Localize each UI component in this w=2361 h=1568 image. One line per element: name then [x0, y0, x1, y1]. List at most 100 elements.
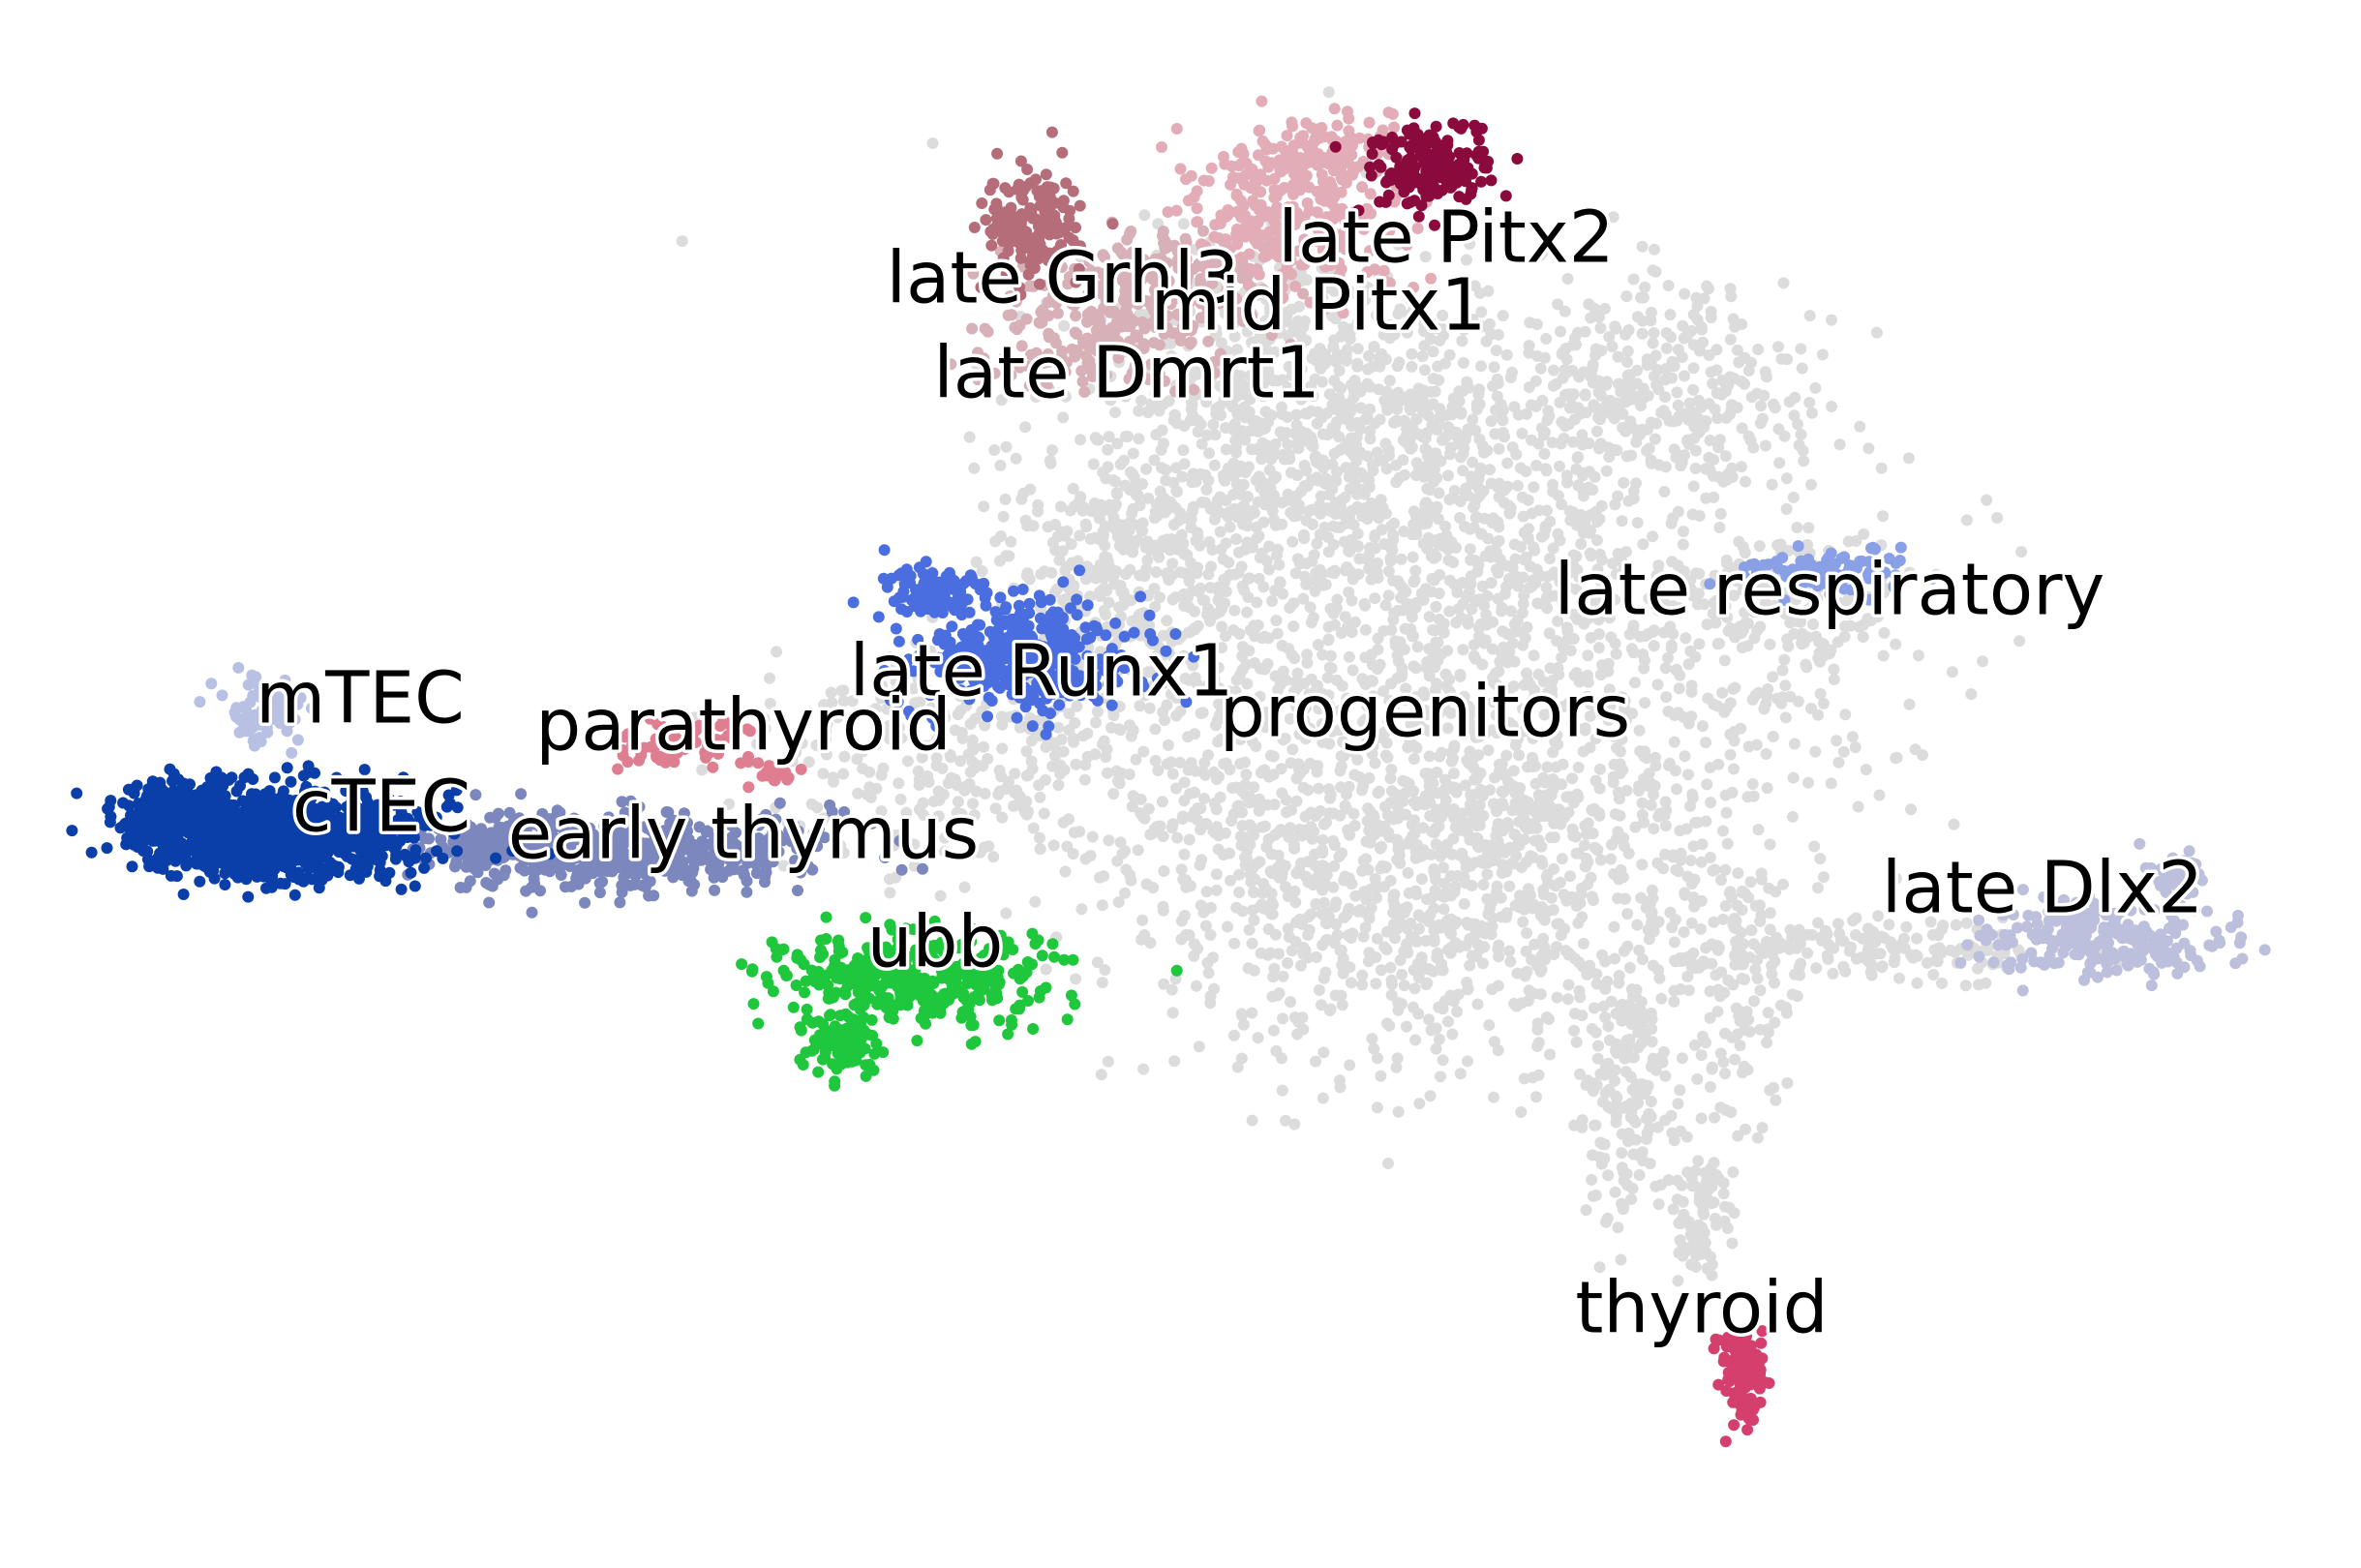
scatter-point [1506, 366, 1518, 378]
scatter-point [1576, 882, 1588, 894]
scatter-point [1678, 526, 1689, 537]
scatter-point [1696, 1221, 1709, 1234]
scatter-point [1345, 432, 1357, 444]
scatter-point [1233, 887, 1246, 898]
scatter-point [1428, 932, 1440, 945]
scatter-point [1428, 902, 1440, 915]
scatter-point [926, 137, 939, 149]
scatter-point [1517, 571, 1529, 584]
scatter-point [1695, 1248, 1708, 1260]
scatter-point [1208, 513, 1221, 526]
scatter-point [1679, 370, 1690, 382]
scatter-point [1052, 779, 1065, 792]
scatter-point [1636, 808, 1649, 821]
scatter-point [1181, 591, 1194, 604]
scatter-point [1388, 416, 1400, 429]
scatter-point [1443, 348, 1456, 361]
scatter-point [1451, 869, 1464, 882]
scatter-point [1298, 713, 1311, 726]
scatter-point [1441, 645, 1454, 657]
scatter-point [1780, 472, 1793, 485]
scatter-point [1668, 995, 1680, 1008]
scatter-point [1517, 510, 1529, 523]
scatter-point [1660, 691, 1673, 704]
scatter-point [1351, 528, 1364, 540]
scatter-point [913, 779, 925, 791]
scatter-point [1645, 1007, 1657, 1019]
scatter-point [1198, 757, 1211, 769]
scatter-point [1464, 933, 1476, 945]
scatter-point [1277, 1012, 1289, 1025]
scatter-point [1728, 763, 1740, 775]
scatter-point [1264, 482, 1277, 495]
scatter-point [1506, 441, 1519, 454]
scatter-point [1875, 930, 1888, 943]
scatter-point [1433, 1033, 1445, 1045]
scatter-point [1554, 576, 1566, 588]
scatter-point [1627, 1113, 1640, 1126]
scatter-point [1239, 778, 1252, 791]
scatter-point [1277, 588, 1288, 600]
scatter-point [1136, 478, 1148, 491]
scatter-point [1267, 1024, 1280, 1037]
scatter-point [1827, 967, 1839, 980]
scatter-point [1268, 472, 1280, 485]
scatter-point [1710, 387, 1723, 400]
scatter-point [1603, 612, 1616, 624]
scatter-point [1347, 519, 1360, 531]
scatter-point [1362, 863, 1375, 876]
scatter-point [1524, 317, 1536, 329]
scatter-point [1290, 419, 1303, 432]
scatter-point [1689, 1164, 1702, 1177]
scatter-point [1693, 510, 1706, 522]
scatter-point [1555, 325, 1566, 338]
scatter-point [1948, 818, 1960, 830]
scatter-point [1740, 1006, 1753, 1018]
scatter-point [1520, 466, 1532, 477]
scatter-point [1165, 349, 1177, 362]
scatter-point [1649, 243, 1660, 256]
scatter-point [1344, 445, 1356, 458]
scatter-point [1228, 604, 1241, 617]
scatter-point [1734, 1014, 1746, 1027]
scatter-point [1341, 788, 1352, 800]
scatter-point [1636, 315, 1649, 327]
scatter-point [1219, 827, 1231, 839]
scatter-point [1236, 580, 1249, 592]
scatter-point [1672, 399, 1684, 411]
scatter-point [1149, 387, 1162, 400]
scatter-point [1603, 451, 1616, 464]
scatter-point [1546, 437, 1559, 449]
scatter-point [1099, 520, 1111, 532]
scatter-point [1149, 723, 1162, 736]
scatter-point [1490, 829, 1502, 842]
scatter-point [1168, 1055, 1181, 1068]
scatter-point [1379, 800, 1391, 813]
scatter-point [1708, 916, 1720, 928]
scatter-point [1636, 859, 1649, 871]
scatter-point [1754, 417, 1767, 430]
scatter-point [1506, 637, 1519, 649]
scatter-point [1602, 713, 1615, 726]
scatter-point [1616, 1197, 1628, 1210]
scatter-point [1532, 834, 1545, 847]
scatter-point [983, 840, 995, 853]
scatter-point [1442, 1015, 1454, 1028]
scatter-point [1831, 735, 1843, 747]
scatter-point [1795, 343, 1807, 355]
scatter-point [1631, 1149, 1644, 1161]
scatter-point [1787, 771, 1800, 784]
scatter-point [1059, 865, 1072, 878]
scatter-point [1273, 987, 1286, 1000]
scatter-point [1426, 891, 1438, 904]
scatter-point [1570, 339, 1582, 351]
scatter-point [1731, 899, 1743, 912]
scatter-point [1511, 479, 1524, 492]
scatter-point [1385, 974, 1398, 986]
scatter-point [1379, 599, 1392, 612]
scatter-point [1347, 664, 1359, 677]
scatter-point [1476, 957, 1489, 970]
scatter-point [1749, 689, 1762, 702]
scatter-point [1786, 988, 1799, 1001]
